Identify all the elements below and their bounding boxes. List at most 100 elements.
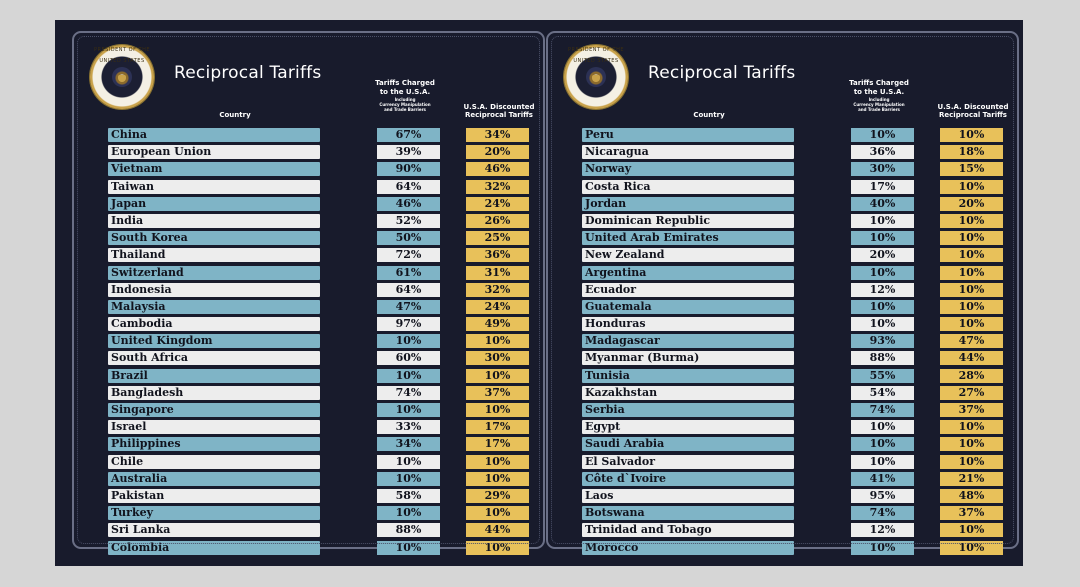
reciprocal-tariff-cell: 26% — [466, 213, 529, 228]
table-row: Côte d`Ivoire 41% 21% — [582, 471, 1022, 488]
table-row: Pakistan 58% 29% — [108, 488, 548, 505]
country-cell: Egypt — [582, 420, 794, 435]
tariff-charged-cell: 36% — [851, 145, 914, 160]
country-cell: Norway — [582, 162, 794, 177]
table-row: Costa Rica 17% 10% — [582, 179, 1022, 196]
country-cell: Jordan — [582, 196, 794, 211]
country-cell: South Korea — [108, 231, 320, 246]
country-cell: India — [108, 213, 320, 228]
tariff-charged-cell: 17% — [851, 179, 914, 194]
tariff-charged-cell: 10% — [377, 403, 440, 417]
tariff-charged-cell: 93% — [851, 334, 914, 349]
table-row: Botswana 74% 37% — [582, 505, 1022, 522]
country-cell: Brazil — [108, 368, 320, 383]
table-row: Singapore 10% 10% — [108, 402, 548, 419]
country-cell: Trinidad and Tobago — [582, 523, 794, 538]
reciprocal-tariff-cell: 49% — [466, 317, 529, 332]
reciprocal-tariff-cell: 47% — [940, 334, 1003, 349]
table-row: United Kingdom 10% 10% — [108, 333, 548, 350]
reciprocal-tariff-cell: 30% — [466, 351, 529, 366]
tariff-charged-cell: 10% — [851, 128, 914, 142]
reciprocal-tariff-cell: 10% — [466, 368, 529, 383]
tariff-charged-cell: 64% — [377, 282, 440, 297]
tariff-charged-cell: 47% — [377, 299, 440, 314]
table-row: Kazakhstan 54% 27% — [582, 385, 1022, 402]
tariff-charged-cell: 74% — [851, 403, 914, 417]
reciprocal-tariff-cell: 37% — [466, 385, 529, 400]
reciprocal-tariff-cell: 10% — [466, 334, 529, 349]
tariff-charged-cell: 55% — [851, 368, 914, 383]
reciprocal-tariff-cell: 48% — [940, 488, 1003, 503]
reciprocal-tariff-cell: 10% — [940, 420, 1003, 435]
country-cell: Switzerland — [108, 265, 320, 280]
table-row: Indonesia 64% 32% — [108, 282, 548, 299]
charged-header-note3: and Trade Barriers — [858, 107, 900, 112]
table-row: Jordan 40% 20% — [582, 196, 1022, 213]
table-row: Australia 10% 10% — [108, 471, 548, 488]
country-cell: Colombia — [108, 540, 320, 555]
country-cell: Tunisia — [582, 368, 794, 383]
reciprocal-tariff-cell: 10% — [466, 540, 529, 555]
reciprocal-tariff-cell: 15% — [940, 162, 1003, 177]
charged-header-note1: Including — [868, 97, 890, 102]
table-row: Switzerland 61% 31% — [108, 265, 548, 282]
country-cell: Myanmar (Burma) — [582, 351, 794, 366]
reciprocal-tariff-cell: 10% — [940, 248, 1003, 263]
reciprocal-tariff-cell: 18% — [940, 145, 1003, 160]
reciprocal-tariff-cell: 10% — [940, 213, 1003, 228]
tariff-charged-cell: 10% — [377, 471, 440, 486]
reciprocal-tariff-cell: 37% — [940, 403, 1003, 417]
tariff-charged-cell: 10% — [377, 454, 440, 469]
table-row: Nicaragua 36% 18% — [582, 144, 1022, 161]
reciprocal-tariff-cell: 34% — [466, 128, 529, 142]
country-cell: Pakistan — [108, 488, 320, 503]
reciprocal-tariff-cell: 10% — [940, 265, 1003, 280]
tariff-charged-cell: 40% — [851, 196, 914, 211]
discount-header-line1: U.S.A. Discounted — [463, 103, 535, 111]
tariff-charged-cell: 10% — [851, 437, 914, 452]
tariff-charged-cell: 10% — [851, 420, 914, 435]
seal-ring-text: PRESIDENT OF THE UNITED STATES — [93, 47, 151, 64]
table-row: Serbia 74% 37% — [582, 402, 1022, 419]
tariff-charged-cell: 97% — [377, 317, 440, 332]
table-row: Madagascar 93% 47% — [582, 333, 1022, 350]
reciprocal-tariff-cell: 31% — [466, 265, 529, 280]
reciprocal-tariff-cell: 44% — [466, 523, 529, 538]
reciprocal-tariff-cell: 10% — [466, 454, 529, 469]
tariff-charged-cell: 12% — [851, 282, 914, 297]
tariff-charged-cell: 46% — [377, 196, 440, 211]
country-cell: Costa Rica — [582, 179, 794, 194]
table-row: Egypt 10% 10% — [582, 419, 1022, 436]
country-cell: Philippines — [108, 437, 320, 452]
tariff-charged-cell: 10% — [377, 368, 440, 383]
reciprocal-tariff-cell: 36% — [466, 248, 529, 263]
tariff-charged-cell: 50% — [377, 231, 440, 246]
reciprocal-tariff-cell: 28% — [940, 368, 1003, 383]
country-cell: Argentina — [582, 265, 794, 280]
reciprocal-tariff-cell: 10% — [940, 317, 1003, 332]
tariff-charged-cell: 60% — [377, 351, 440, 366]
charged-header-line1: Tariffs Charged — [375, 79, 435, 87]
tariff-charged-cell: 10% — [377, 540, 440, 555]
table-row: United Arab Emirates 10% 10% — [582, 230, 1022, 247]
country-cell: Cambodia — [108, 317, 320, 332]
tariff-charged-cell: 34% — [377, 437, 440, 452]
tariff-charged-cell: 10% — [851, 317, 914, 332]
tariff-charged-cell: 61% — [377, 265, 440, 280]
reciprocal-tariff-cell: 21% — [940, 471, 1003, 486]
country-cell: Botswana — [582, 506, 794, 521]
tariff-poster: PRESIDENT OF THE UNITED STATES Reciproca… — [55, 20, 1023, 566]
table-row: New Zealand 20% 10% — [582, 247, 1022, 264]
reciprocal-tariff-cell: 24% — [466, 196, 529, 211]
tariff-charged-cell: 88% — [851, 351, 914, 366]
country-cell: United Kingdom — [108, 334, 320, 349]
country-cell: Côte d`Ivoire — [582, 471, 794, 486]
country-cell: Morocco — [582, 540, 794, 555]
table-row: Tunisia 55% 28% — [582, 368, 1022, 385]
discount-header-line2: Reciprocal Tariffs — [465, 111, 533, 119]
country-cell: Serbia — [582, 403, 794, 417]
tariff-charged-cell: 10% — [377, 506, 440, 521]
table-row: Myanmar (Burma) 88% 44% — [582, 350, 1022, 367]
seal-ring-text: PRESIDENT OF THE UNITED STATES — [567, 47, 625, 64]
tariff-charged-cell: 90% — [377, 162, 440, 177]
